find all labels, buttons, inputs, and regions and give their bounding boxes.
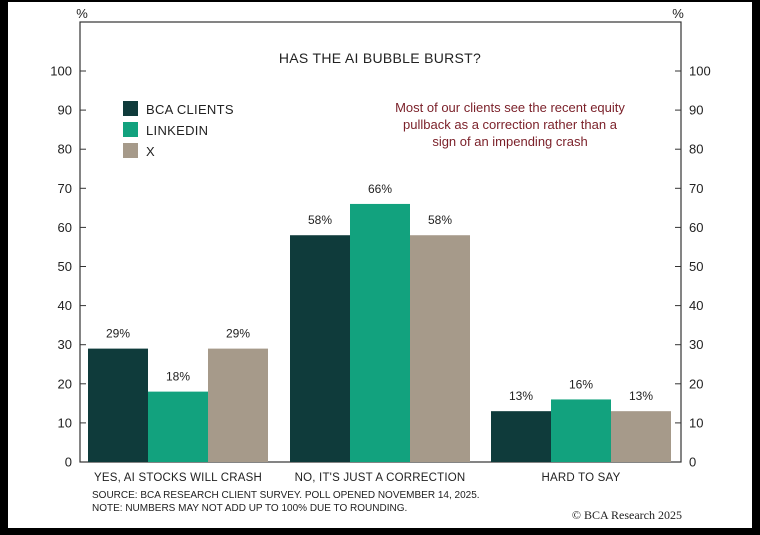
- legend-label-bca: BCA CLIENTS: [146, 102, 234, 117]
- left-tick-label: 70: [58, 181, 72, 196]
- right-tick-label: 30: [689, 337, 703, 352]
- bar: [88, 348, 148, 462]
- left-tick-label: 40: [58, 298, 72, 313]
- credit: © BCA Research 2025: [572, 508, 682, 522]
- left-tick-label: 10: [58, 415, 72, 430]
- left-tick-label: 20: [58, 376, 72, 391]
- bar: [208, 348, 268, 462]
- legend-swatch-x: [123, 143, 138, 158]
- right-axis: 0 10 20 30 40 50 60 70 80 90 100: [675, 64, 711, 470]
- bar: [350, 203, 410, 462]
- left-tick-label: 50: [58, 259, 72, 274]
- bar: [491, 411, 551, 462]
- right-tick-label: 90: [689, 103, 703, 118]
- rounding-note: NOTE: NUMBERS MAY NOT ADD UP TO 100% DUE…: [92, 503, 407, 514]
- bar-value-labels: 29% 18% 29% 58% 66% 58% 13% 16% 13%: [106, 182, 653, 403]
- legend-swatch-bca: [123, 101, 138, 116]
- legend-label-x: X: [146, 144, 155, 159]
- left-tick-label: 90: [58, 103, 72, 118]
- right-tick-label: 10: [689, 415, 703, 430]
- bar-value-label: 13%: [629, 389, 653, 403]
- right-axis-unit: %: [672, 6, 684, 21]
- right-tick-label: 50: [689, 259, 703, 274]
- annotation-line-3: sign of an impending crash: [432, 134, 587, 149]
- bar: [611, 411, 671, 462]
- bar: [551, 399, 611, 462]
- category-label: HARD TO SAY: [542, 472, 621, 484]
- bar-value-label: 13%: [509, 389, 533, 403]
- annotation-line-1: Most of our clients see the recent equit…: [395, 100, 625, 115]
- annotation-line-2: pullback as a correction rather than a: [403, 117, 618, 132]
- right-tick-label: 80: [689, 142, 703, 157]
- bar-value-label: 66%: [368, 182, 392, 196]
- source-note: SOURCE: BCA RESEARCH CLIENT SURVEY. POLL…: [92, 490, 480, 501]
- right-tick-label: 70: [689, 181, 703, 196]
- chart-title: HAS THE AI BUBBLE BURST?: [279, 50, 481, 66]
- annotation: Most of our clients see the recent equit…: [395, 100, 625, 149]
- category-label: YES, AI STOCKS WILL CRASH: [94, 472, 262, 484]
- legend-swatch-linkedin: [123, 122, 138, 137]
- right-tick-label: 40: [689, 298, 703, 313]
- bar: [148, 391, 208, 462]
- bars: [88, 203, 671, 462]
- left-tick-label: 60: [58, 220, 72, 235]
- left-tick-label: 30: [58, 337, 72, 352]
- left-axis-unit: %: [76, 6, 88, 21]
- bar-value-label: 58%: [308, 213, 332, 227]
- bar: [290, 235, 350, 462]
- bar-value-label: 29%: [106, 327, 130, 341]
- bar-value-label: 29%: [226, 327, 250, 341]
- legend: BCA CLIENTS LINKEDIN X: [123, 101, 234, 159]
- legend-label-linkedin: LINKEDIN: [146, 123, 208, 138]
- right-tick-label: 100: [689, 64, 711, 79]
- right-tick-label: 60: [689, 220, 703, 235]
- bar-value-label: 58%: [428, 213, 452, 227]
- left-tick-label: 80: [58, 142, 72, 157]
- left-tick-label: 100: [50, 64, 72, 79]
- bar-value-label: 18%: [166, 370, 190, 384]
- right-tick-label: 0: [689, 455, 696, 470]
- category-label: NO, IT'S JUST A CORRECTION: [295, 472, 466, 484]
- bar: [410, 235, 470, 462]
- bar-value-label: 16%: [569, 377, 593, 391]
- left-tick-label: 0: [65, 455, 72, 470]
- left-axis: 0 10 20 30 40 50 60 70 80 90 100: [50, 64, 86, 470]
- category-labels: YES, AI STOCKS WILL CRASH NO, IT'S JUST A…: [94, 472, 621, 484]
- right-tick-label: 20: [689, 376, 703, 391]
